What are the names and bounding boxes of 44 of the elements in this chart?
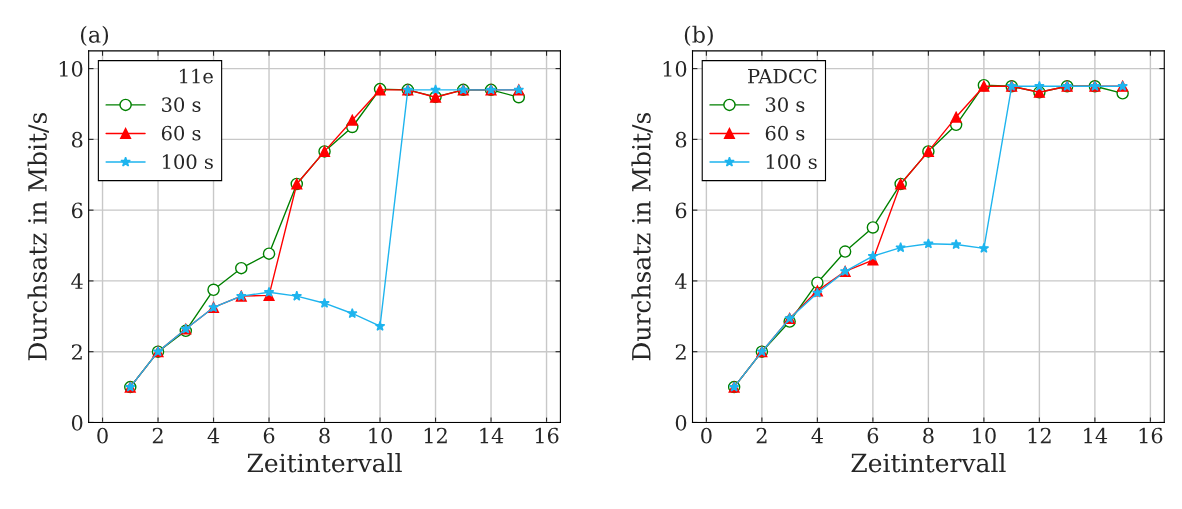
x-tick-label: 16 xyxy=(1139,427,1163,444)
x-tick-label: 12 xyxy=(424,427,447,444)
y-tick-label: 6 xyxy=(675,202,687,219)
x-tick-label: 12 xyxy=(1028,427,1051,444)
x-tick-label: 8 xyxy=(319,427,330,444)
y-tick-label: 0 xyxy=(71,414,83,431)
x-axis-title: Zeitintervall xyxy=(851,453,1006,473)
x-tick-label: 14 xyxy=(480,427,504,444)
y-tick-label: 10 xyxy=(663,61,687,77)
y-tick-label: 0 xyxy=(675,414,687,431)
x-axis-title: Zeitintervall xyxy=(247,453,402,473)
legend-title: 11e xyxy=(179,68,213,84)
legend-label: 100 s xyxy=(766,154,817,170)
y-tick-label: 10 xyxy=(59,61,83,77)
legend-label: 100 s xyxy=(162,154,213,170)
x-tick-label: 2 xyxy=(756,427,767,444)
y-tick-label: 2 xyxy=(675,344,686,360)
y-tick-label: 4 xyxy=(675,273,687,289)
y-tick-label: 8 xyxy=(71,131,83,148)
x-tick-label: 16 xyxy=(535,427,559,444)
legend-label: 30 s xyxy=(162,97,201,112)
x-tick-label: 0 xyxy=(97,427,108,444)
legend-label: 30 s xyxy=(765,97,805,112)
x-tick-label: 4 xyxy=(207,427,220,444)
legend-label: 60 s xyxy=(765,125,805,141)
legend-title: PADCC xyxy=(748,68,817,84)
legend-label: 60 s xyxy=(161,125,201,141)
y-tick-label: 6 xyxy=(71,202,83,219)
y-axis-title: Durchsatz in Mbit/s xyxy=(27,112,49,361)
x-tick-label: 2 xyxy=(152,427,163,444)
x-tick-label: 14 xyxy=(1084,427,1108,444)
x-tick-label: 10 xyxy=(973,427,996,444)
x-tick-label: 0 xyxy=(701,427,712,444)
chart-title: (b) xyxy=(684,25,713,47)
y-axis-title: Durchsatz in Mbit/s xyxy=(631,112,653,361)
chart-title: (a) xyxy=(80,25,109,47)
x-tick-label: 6 xyxy=(263,427,275,444)
y-tick-label: 4 xyxy=(71,273,83,289)
y-tick-label: 2 xyxy=(71,344,82,360)
y-tick-label: 8 xyxy=(675,131,687,148)
x-tick-label: 8 xyxy=(923,427,934,444)
x-tick-label: 6 xyxy=(867,427,879,444)
x-tick-label: 4 xyxy=(811,427,823,444)
x-tick-label: 10 xyxy=(369,427,392,444)
